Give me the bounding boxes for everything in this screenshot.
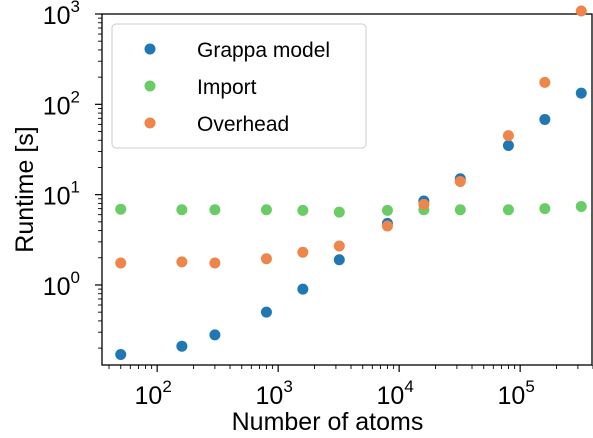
data-point — [502, 204, 514, 216]
legend-marker — [144, 43, 156, 55]
data-point — [209, 257, 221, 269]
y-axis-ticks: 100 101 102 103 — [43, 0, 102, 349]
data-point — [115, 257, 127, 269]
data-point — [539, 76, 551, 88]
data-point — [333, 254, 345, 266]
x-tick-label: 103 — [256, 377, 293, 410]
data-point — [454, 175, 466, 187]
data-point — [539, 113, 551, 125]
data-point — [209, 329, 221, 341]
data-point — [575, 5, 587, 17]
data-point — [176, 256, 188, 268]
data-point — [260, 204, 272, 216]
x-axis-label: Number of atoms — [232, 408, 424, 436]
x-tick-label: 102 — [135, 377, 172, 410]
legend-label: Overhead — [197, 113, 289, 136]
data-point — [333, 206, 345, 218]
legend-marker — [144, 117, 156, 129]
data-point — [502, 130, 514, 142]
y-tick-label: 103 — [43, 0, 80, 30]
data-point — [209, 204, 221, 216]
data-point — [260, 306, 272, 318]
legend-label: Import — [197, 76, 257, 99]
legend-marker — [144, 80, 156, 92]
data-point — [115, 203, 127, 215]
data-point — [333, 240, 345, 252]
data-point — [297, 246, 309, 258]
data-points — [115, 5, 587, 360]
x-tick-label: 105 — [498, 377, 535, 410]
legend: Grappa model Import Overhead — [144, 39, 330, 136]
y-tick-label: 102 — [43, 87, 80, 120]
data-point — [260, 253, 272, 265]
legend-box — [111, 23, 367, 149]
data-point — [297, 204, 309, 216]
y-axis-label: Runtime [s] — [11, 126, 39, 252]
y-tick-label: 100 — [43, 268, 80, 301]
data-point — [575, 200, 587, 212]
data-point — [115, 348, 127, 360]
data-point — [176, 340, 188, 352]
data-point — [418, 198, 430, 210]
series-2 — [115, 5, 587, 269]
data-point — [454, 204, 466, 216]
x-tick-label: 104 — [377, 377, 414, 410]
data-point — [575, 87, 587, 99]
data-point — [539, 203, 551, 215]
series-1 — [115, 200, 587, 218]
plot-frame — [101, 13, 593, 366]
data-point — [381, 204, 393, 216]
data-point — [381, 220, 393, 232]
y-tick-label: 101 — [43, 178, 80, 211]
legend-label: Grappa model — [197, 39, 330, 62]
data-point — [502, 140, 514, 152]
data-point — [297, 283, 309, 295]
x-axis-ticks: 102 103 104 105 — [108, 365, 593, 410]
data-point — [176, 204, 188, 216]
